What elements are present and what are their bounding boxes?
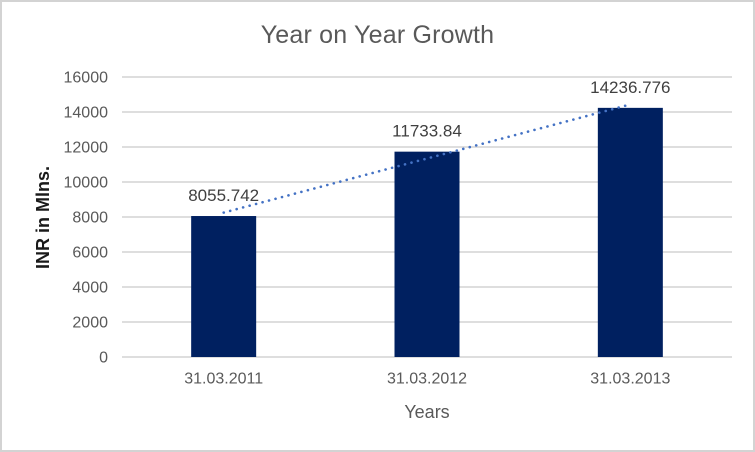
bar-31.03.2012 [394,151,460,357]
x-axis-tick-label: 31.03.2011 [184,371,263,388]
data-label: 14236.776 [590,78,670,97]
y-axis-tick-label: 0 [99,350,108,367]
y-axis-tick-label: 4000 [72,280,108,297]
y-axis-title: INR in Mlns. [32,165,53,269]
y-axis-tick-label: 8000 [72,210,108,227]
x-axis-tick-label: 31.03.2012 [387,371,467,388]
data-label: 8055.742 [188,186,259,205]
data-label: 11733.84 [392,122,462,141]
y-axis-tick-label: 6000 [72,245,108,262]
y-axis-title-box: INR in Mlns. [31,77,55,357]
y-axis-tick-label: 10000 [64,175,109,192]
y-axis-tick-label: 2000 [72,315,108,332]
bar-31.03.2011 [191,216,257,357]
bar-31.03.2013 [597,107,663,358]
y-axis-tick-label: 16000 [64,70,109,87]
x-axis-title: Years [404,402,450,422]
chart-title: Year on Year Growth [260,21,495,49]
x-axis-tick-label: 31.03.2013 [590,371,670,388]
y-axis-tick-label: 14000 [64,105,109,122]
y-axis-tick-label: 12000 [64,140,109,157]
